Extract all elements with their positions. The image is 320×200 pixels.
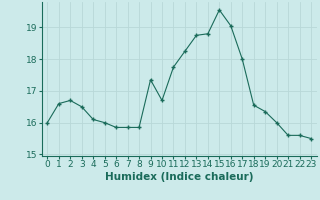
X-axis label: Humidex (Indice chaleur): Humidex (Indice chaleur) bbox=[105, 172, 253, 182]
